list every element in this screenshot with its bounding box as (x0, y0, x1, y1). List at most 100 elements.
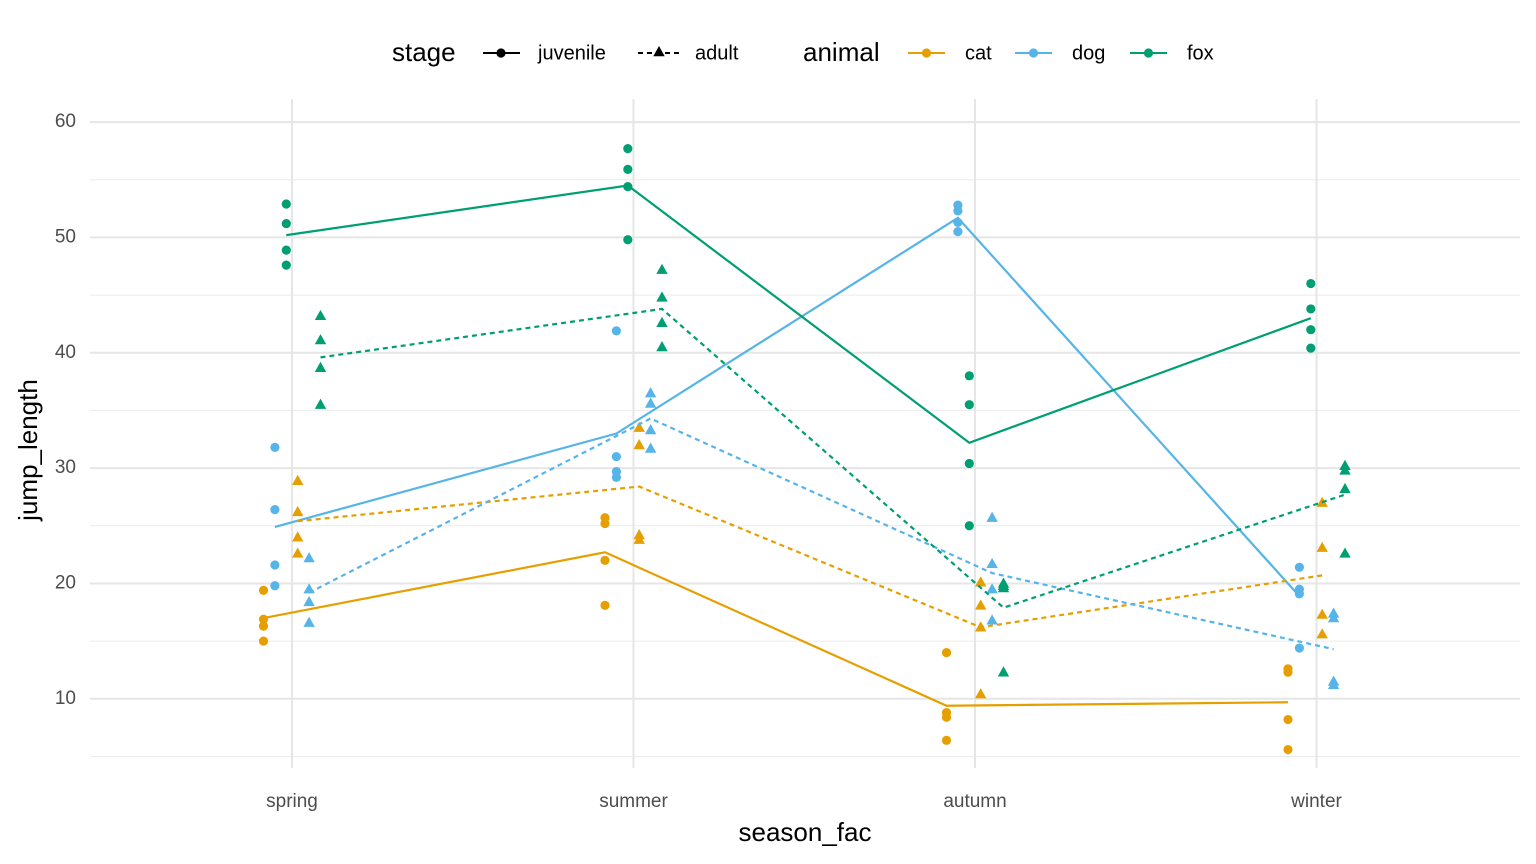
point (292, 474, 304, 485)
point (1306, 304, 1316, 314)
y-tick-label: 40 (55, 342, 76, 363)
point (314, 334, 327, 345)
point (1327, 678, 1340, 690)
point (270, 581, 280, 591)
point (258, 614, 269, 624)
legend-label: fox (1187, 42, 1214, 64)
point (611, 472, 622, 482)
point (303, 552, 315, 563)
point (623, 164, 633, 174)
point (314, 361, 327, 372)
point (270, 560, 280, 570)
point (941, 712, 952, 722)
point (986, 511, 998, 522)
point (1316, 608, 1328, 619)
point (953, 206, 963, 216)
point (953, 217, 963, 228)
x-axis-title: season_fac (739, 817, 872, 847)
x-tick-label: summer (599, 791, 668, 812)
point (997, 582, 1010, 593)
point (1283, 744, 1293, 755)
mean-line (263, 551, 1289, 707)
point (953, 227, 963, 237)
point (656, 316, 668, 327)
legend-key (653, 46, 665, 57)
mean-line (308, 417, 1334, 651)
point (292, 547, 304, 558)
point (281, 218, 291, 229)
point (1283, 667, 1293, 677)
point (1339, 464, 1351, 475)
point (941, 735, 952, 745)
point (656, 291, 668, 302)
legend-label: juvenile (537, 42, 606, 64)
legend-label: cat (965, 42, 992, 64)
point (1294, 643, 1304, 653)
point (303, 595, 315, 607)
point (633, 439, 645, 450)
point (1294, 589, 1304, 599)
x-tick-label: winter (1290, 791, 1342, 812)
point (986, 583, 998, 594)
x-tick-label: spring (266, 791, 318, 812)
point (303, 616, 315, 627)
point (644, 397, 657, 408)
point (975, 576, 987, 587)
point (600, 518, 610, 529)
point (1316, 541, 1328, 552)
point (270, 505, 280, 515)
point (975, 599, 987, 610)
point (281, 260, 291, 270)
point (997, 666, 1010, 677)
point (1306, 343, 1316, 353)
point (941, 648, 952, 658)
point (633, 533, 645, 544)
mean-line (297, 485, 1323, 629)
point (600, 600, 610, 610)
point (644, 424, 657, 435)
point (975, 688, 987, 699)
y-tick-label: 60 (55, 111, 76, 132)
point (656, 263, 668, 274)
point (964, 521, 974, 531)
point (623, 182, 633, 192)
point (611, 451, 622, 462)
point (258, 585, 269, 595)
legend-title: stage (392, 37, 456, 67)
point (314, 398, 327, 409)
legend-title: animal (803, 37, 880, 67)
point (1339, 547, 1351, 558)
mean-line (286, 184, 1312, 444)
point (644, 442, 657, 453)
point (986, 557, 998, 569)
point (303, 583, 315, 594)
point (292, 505, 304, 517)
point (258, 621, 269, 631)
y-tick-label: 20 (55, 572, 76, 593)
mean-line (320, 307, 1346, 609)
point (1306, 278, 1316, 289)
legend-key (1143, 48, 1154, 58)
point (270, 442, 280, 452)
point (1316, 628, 1328, 639)
point (964, 400, 974, 410)
point (644, 387, 657, 398)
legend-key (1028, 48, 1039, 58)
point (258, 636, 269, 646)
point (986, 614, 998, 625)
point (314, 309, 327, 321)
point (600, 555, 610, 565)
legend-label: dog (1072, 42, 1105, 64)
y-tick-label: 50 (55, 226, 76, 247)
point (1306, 325, 1316, 335)
y-tick-label: 10 (55, 688, 76, 709)
y-axis-title: jump_length (13, 379, 43, 522)
legend-key (921, 48, 932, 58)
point (1283, 714, 1293, 725)
point (633, 421, 645, 432)
x-tick-label: autumn (943, 791, 1006, 812)
point (1294, 562, 1304, 572)
point (656, 340, 668, 352)
point (1327, 612, 1340, 623)
